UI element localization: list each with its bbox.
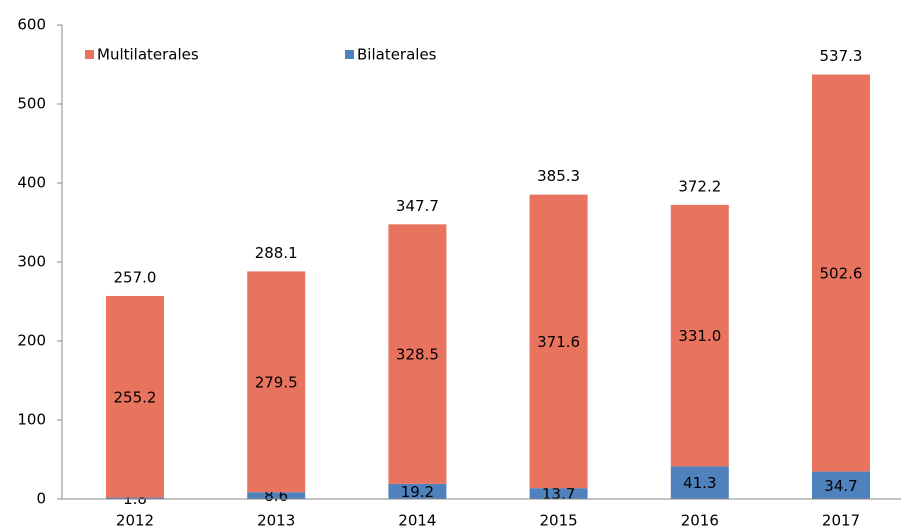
bar-segment [247, 271, 306, 493]
bar-segment [812, 74, 870, 472]
bar-segment [106, 295, 164, 498]
data-label: 331.0 [678, 327, 721, 345]
bar-segment [529, 488, 588, 499]
x-tick-label: 2014 [398, 512, 436, 529]
total-label: 372.2 [678, 177, 721, 195]
x-tick-label: 2017 [822, 512, 860, 529]
total-label: 257.0 [114, 268, 157, 286]
y-tick-label: 600 [17, 16, 46, 34]
total-label: 347.7 [396, 197, 439, 215]
y-tick-label: 0 [36, 490, 46, 508]
data-label: 255.2 [114, 388, 157, 406]
legend-label: Bilaterales [357, 46, 437, 64]
data-label: 34.7 [824, 477, 857, 495]
legend-label: Multilaterales [97, 46, 199, 64]
y-tick-label: 200 [17, 332, 46, 350]
x-tick-label: 2015 [540, 512, 578, 529]
bar-segment [670, 466, 729, 499]
data-label: 19.2 [401, 483, 434, 501]
x-tick-label: 2013 [257, 512, 295, 529]
x-tick-label: 2012 [116, 512, 154, 529]
data-label: 41.3 [683, 474, 716, 492]
bar-segment [106, 497, 164, 499]
bar-segment [388, 483, 447, 499]
x-tick-label: 2016 [681, 512, 719, 529]
total-label: 537.3 [820, 47, 863, 65]
y-tick-label: 500 [17, 95, 46, 113]
data-label: 502.6 [820, 265, 863, 283]
legend-swatch [345, 50, 354, 59]
bar-segment [247, 492, 306, 499]
y-tick-label: 100 [17, 411, 46, 429]
bar-segment [670, 204, 729, 467]
y-tick-label: 400 [17, 174, 46, 192]
data-label: 371.6 [537, 333, 580, 351]
legend-swatch [85, 50, 94, 59]
total-label: 385.3 [537, 167, 580, 185]
data-label: 328.5 [396, 346, 439, 364]
bar-segment [529, 194, 588, 489]
total-label: 288.1 [255, 244, 298, 262]
bar-segment [388, 224, 447, 484]
bar-segment [812, 471, 870, 499]
y-tick-label: 300 [17, 253, 46, 271]
data-label: 279.5 [255, 373, 298, 391]
